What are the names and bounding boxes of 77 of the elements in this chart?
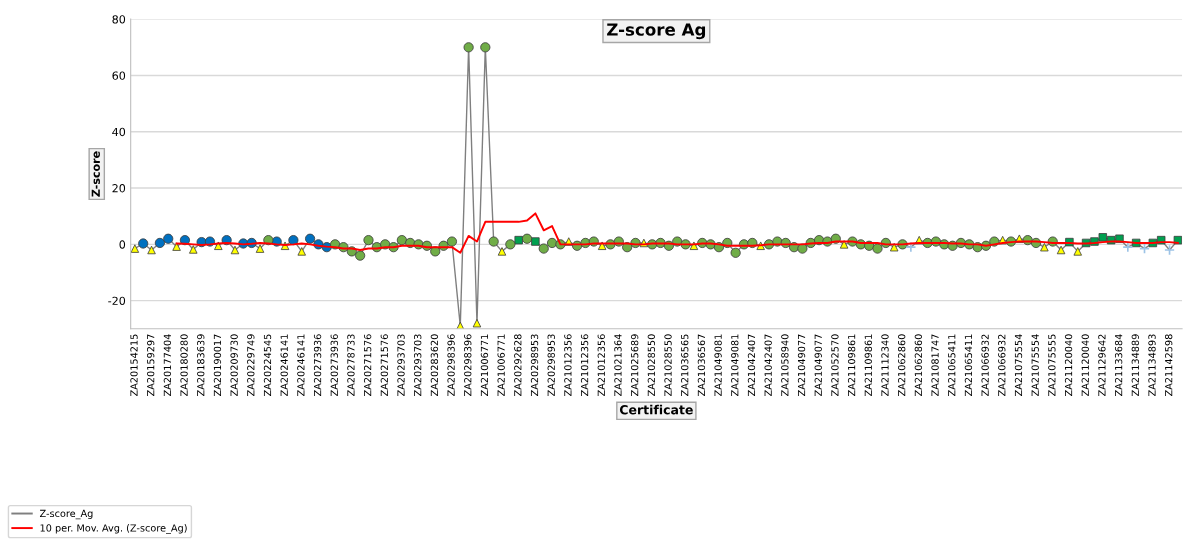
x-tick-label: ZA21075554 [1014,334,1023,397]
y-tick-label: 0 [119,240,126,249]
x-tick-label: ZA21062860 [897,334,906,397]
x-tick-label: ZA21066932 [981,334,989,397]
x-tick-label: ZA21012356 [564,334,572,397]
x-tick-label: ZA21120040 [1081,334,1089,397]
x-tick-label: ZA20271576 [363,334,372,397]
y-tick-label: 20 [112,184,126,193]
x-tick-label: ZA20298396 [464,334,472,397]
x-tick-label: ZA21112340 [881,334,889,397]
x-tick-label: ZA20292628 [514,334,522,397]
point [1139,243,1151,255]
x-tick-label: ZA21134893 [1148,334,1156,397]
x-tick-label: ZA21012356 [580,334,589,397]
x-tick-label: ZA21028550 [647,334,656,397]
x-tick-label: ZA21049077 [814,334,822,397]
point [1164,244,1176,256]
x-tick-label: ZA20246141 [297,334,305,397]
x-tick-label: ZA21081747 [931,334,939,397]
x-tick-label: ZA21109861 [847,334,856,397]
x-tick-label: ZA21042407 [747,334,756,397]
x-tick-label: ZA20229749 [247,334,255,397]
x-axis-title: Certificate [619,404,693,415]
x-tick-label: ZA20159297 [147,334,155,397]
x-tick-label: ZA20154215 [130,334,138,397]
x-tick-label: ZA21006771 [480,334,489,397]
x-tick-label: ZA20273936 [313,334,322,397]
x-tick-label: ZA21058940 [781,334,789,397]
x-tick-label: ZA21134889 [1131,334,1139,397]
x-tick-label: ZA21012356 [597,334,605,397]
y-tick-label: -20 [108,296,126,306]
x-tick-label: ZA21075554 [1031,334,1039,397]
x-tick-label: ZA21109861 [864,334,872,397]
x-tick-label: ZA21049077 [797,334,806,397]
x-tick-label: ZA21129642 [1098,334,1106,397]
x-tick-label: ZA21042407 [764,334,772,397]
x-tick-label: ZA21025689 [630,334,639,397]
x-tick-label: ZA21120040 [1064,334,1073,397]
y-axis-title: Z-score [91,151,100,197]
x-tick-label: ZA20273936 [330,334,338,397]
x-tick-label: ZA20190017 [213,334,222,397]
x-tick-label: ZA21065411 [948,334,956,397]
x-tick-label: ZA21142598 [1165,334,1173,397]
x-tick-label: ZA20293703 [397,334,405,397]
point [905,241,917,253]
x-tick-label: ZA20278733 [347,334,355,397]
y-tick-label: 40 [112,127,126,137]
legend-label: 10 per. Mov. Avg. (Z-score_Ag) [40,524,187,534]
x-tick-label: ZA21021364 [614,334,622,397]
x-tick-label: ZA21006771 [497,334,505,397]
x-tick-label: ZA21062860 [914,334,923,397]
x-tick-label: ZA21065411 [964,334,973,397]
x-tick-label: ZA21036567 [697,334,706,397]
x-tick-label: ZA20246141 [280,334,288,397]
x-tick-label: ZA20180280 [180,334,188,397]
x-tick-label: ZA21049081 [714,334,722,397]
x-tick-label: ZA20298396 [447,334,455,397]
x-tick-label: ZA20283620 [430,334,439,397]
x-tick-label: ZA21133684 [1114,334,1123,397]
x-tick-label: ZA20298953 [530,334,539,397]
x-tick-label: ZA20298953 [547,334,555,397]
x-tick-label: ZA20293703 [414,334,422,397]
x-tick-label: ZA20183639 [197,334,205,397]
x-tick-label: ZA21066932 [998,334,1006,397]
x-tick-label: ZA20177404 [163,334,172,397]
x-tick-label: ZA20224545 [263,334,272,397]
legend-label: Z-score_Ag [39,509,93,520]
x-tick-label: ZA21028550 [664,334,672,397]
chart-title: Z-score Ag [607,23,706,40]
x-tick-label: ZA21036565 [681,334,689,397]
x-tick-label: ZA21075555 [1048,334,1056,397]
x-tick-label: ZA21049081 [731,334,739,397]
y-tick-label: 60 [112,71,126,80]
x-tick-label: ZA20271576 [380,334,388,397]
x-tick-label: ZA21052570 [831,334,839,397]
x-tick-label: ZA20209730 [230,334,238,397]
y-tick-label: 80 [112,15,126,24]
